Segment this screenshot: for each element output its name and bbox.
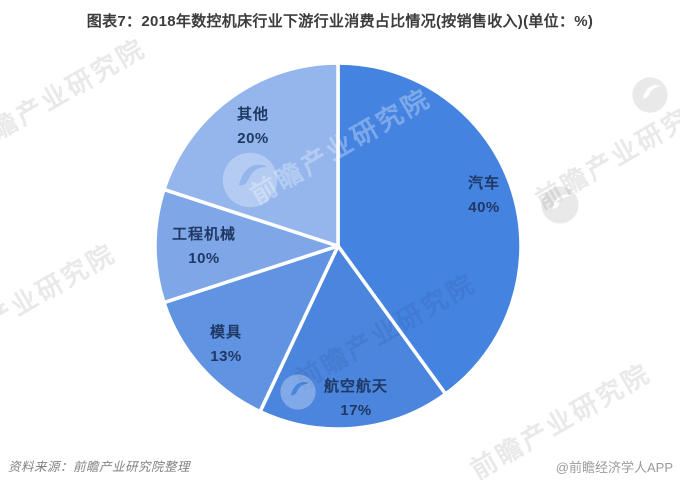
pie-label-value: 17% <box>340 402 372 419</box>
chart-title: 图表7：2018年数控机床行业下游行业消费占比情况(按销售收入)(单位：%) <box>86 13 594 30</box>
source-note: 资料来源：前瞻产业研究院整理 <box>8 460 191 474</box>
pie-label-value: 20% <box>237 130 269 147</box>
pie-slice-1 <box>258 244 448 431</box>
pie-label-value: 10% <box>188 250 220 267</box>
pie-label-name: 航空航天 <box>323 378 389 395</box>
pie-label-value: 13% <box>210 348 242 365</box>
pie-label-name: 工程机械 <box>171 226 237 243</box>
pie-label-name: 模具 <box>209 324 243 341</box>
pie-label-0: 汽车 40% <box>468 172 500 220</box>
pie-slice-4 <box>162 61 340 248</box>
pie-slice-2 <box>162 244 340 414</box>
pie-label-3: 工程机械 10% <box>172 223 236 271</box>
pie-slice-0 <box>336 61 523 396</box>
pie-label-name: 其他 <box>236 106 270 123</box>
pie-label-2: 模具 13% <box>210 321 242 369</box>
pie-slice-3 <box>153 187 340 305</box>
pie-label-4: 其他 20% <box>237 103 269 151</box>
credit-watermark: @前瞻经济学人APP <box>555 460 673 475</box>
pie-label-value: 40% <box>468 199 500 216</box>
pie-label-name: 汽车 <box>467 175 501 192</box>
pie-label-1: 航空航天 17% <box>324 375 388 423</box>
